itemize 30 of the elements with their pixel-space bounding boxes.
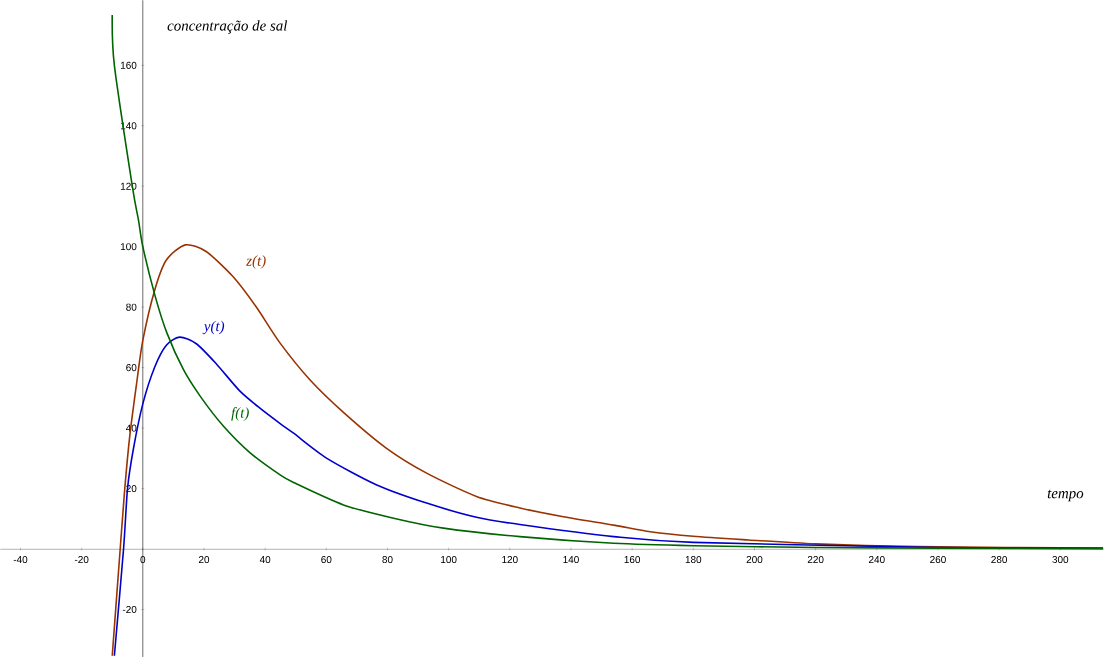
- x-tick-label: 300: [1052, 555, 1069, 563]
- line-series: [111, 14, 1104, 550]
- y-axis-title: concentração de sal: [167, 20, 288, 34]
- x-tick-label: 200: [746, 555, 763, 563]
- x-tick-label: -40: [13, 555, 28, 563]
- x-tick-label: 60: [321, 555, 332, 563]
- x-axis-title: tempo: [1047, 489, 1084, 502]
- x-tick-label: 180: [685, 555, 702, 563]
- y-tick-label: 100: [120, 243, 137, 251]
- x-tick-label: 240: [868, 555, 885, 563]
- y-tick-label: 80: [126, 303, 137, 311]
- x-tick-label: 160: [624, 555, 641, 563]
- x-tick-label: 100: [441, 555, 457, 563]
- x-tick-label: 140: [563, 555, 579, 563]
- y-tick-label: -20: [122, 605, 137, 613]
- y-tick-label: 60: [126, 363, 137, 372]
- x-tick-label: 40: [259, 555, 271, 563]
- x-tick-label: 80: [382, 555, 393, 563]
- x-tick-label: -20: [74, 555, 89, 563]
- series-label: y(t): [202, 320, 225, 335]
- x-tick-label: 280: [991, 555, 1008, 563]
- x-tick-label: 260: [930, 555, 946, 563]
- x-tick-label: 20: [198, 555, 210, 563]
- x-tick-label: 220: [807, 555, 824, 563]
- series-label: f(t): [231, 406, 249, 421]
- x-tick-label: 120: [502, 555, 518, 563]
- line-series: [111, 243, 1104, 657]
- x-tick-label: 0: [140, 555, 146, 563]
- y-tick-label: 160: [120, 61, 137, 69]
- series-label: z(t): [246, 255, 266, 269]
